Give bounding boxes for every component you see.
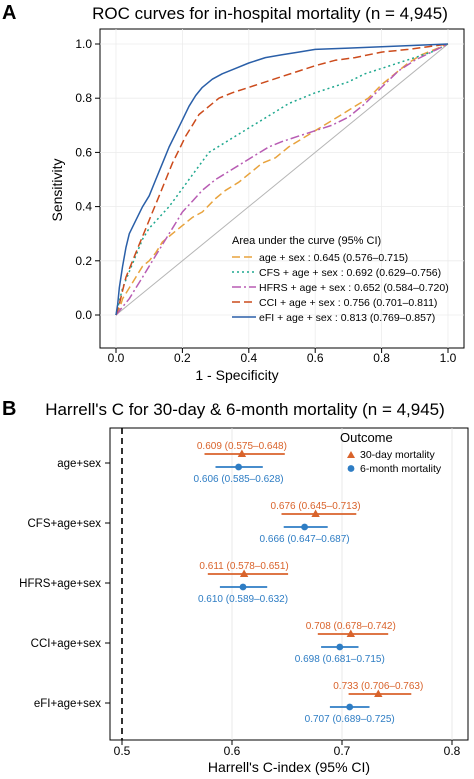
roc-plot-frame [99,28,465,349]
panel-a-label: A [2,2,16,24]
roc-curve-line [115,43,449,316]
roc-title: ROC curves for in-hospital mortality (n … [92,4,448,23]
cindex-point-label: 0.666 (0.647–0.687) [260,534,350,545]
cindex-point-label: 0.698 (0.681–0.715) [295,654,385,665]
cindex-legend-entry: 30-day mortality [360,449,435,461]
roc-curve-line [115,43,449,316]
roc-y-axis-label: Sensitivity [49,158,65,221]
cindex-point-label: 0.707 (0.689–0.725) [305,714,395,725]
roc-legend-entry: age + sex : 0.645 (0.576–0.715) [259,252,408,264]
roc-y-tick-label: 0.8 [75,91,92,105]
roc-y-tick-label: 0.4 [75,200,92,214]
cindex-category-labels: age+sex CFS+age+sex HFRS+age+sex CCI+age+se… [19,458,110,710]
cindex-x-axis-label: Harrell's C-index (95% CI) [208,759,370,775]
cindex-point-label: 0.610 (0.589–0.632) [198,594,288,605]
roc-legend-entry: HFRS + age + sex : 0.652 (0.584–0.720) [259,282,449,294]
roc-y-ticks: 0.0 0.2 0.4 0.6 0.8 1.0 [75,37,100,322]
cindex-point-triangle [311,509,320,517]
cindex-point-label: 0.708 (0.678–0.742) [306,621,396,632]
cindex-x-tick-label: 0.6 [224,744,241,758]
roc-y-tick-label: 0.6 [75,145,92,159]
cindex-estimates: 0.609 (0.575–0.648) 0.676 (0.645–0.713) 0.… [194,441,424,725]
cindex-point-circle [239,583,247,591]
roc-curves [115,43,449,316]
cindex-point-label: 0.609 (0.575–0.648) [197,441,287,452]
roc-x-tick-label: 0.2 [174,351,191,365]
roc-x-tick-label: 0.4 [240,351,257,365]
cindex-point-label: 0.676 (0.645–0.713) [271,501,361,512]
cindex-legend-circle [347,465,355,472]
cindex-point-label: 0.606 (0.585–0.628) [194,474,284,485]
roc-gridlines [100,29,464,348]
cindex-gridlines [231,428,453,740]
cindex-point-circle [346,703,354,711]
cindex-category-label: CCI+age+sex [31,638,102,650]
cindex-point-circle [336,643,344,651]
roc-x-tick-label: 0.6 [307,351,324,365]
roc-x-axis-label: 1 - Specificity [195,367,278,383]
cindex-legend-entry: 6-month mortality [360,463,442,475]
roc-x-tick-label: 1.0 [440,351,457,365]
cindex-x-ticks: 0.5 0.6 0.7 0.8 [114,740,461,758]
cindex-point-triangle [237,449,247,457]
roc-legend-title: Area under the curve (95% CI) [232,235,381,247]
cindex-point-triangle [346,629,355,637]
roc-legend-entry: CFS + age + sex : 0.692 (0.629–0.756) [259,267,441,279]
roc-curve-line [115,43,449,316]
cindex-category-label: HFRS+age+sex [19,578,101,590]
cindex-category-label: eFI+age+sex [34,698,101,710]
cindex-x-tick-label: 0.8 [444,744,461,758]
cindex-plot-frame [109,427,469,741]
cindex-x-tick-label: 0.5 [114,744,131,758]
cindex-point-label: 0.611 (0.578–0.651) [199,561,288,572]
roc-y-tick-label: 0.0 [75,308,92,322]
roc-legend: Area under the curve (95% CI) age + sex … [232,235,449,324]
roc-legend-entry: eFI + age + sex : 0.813 (0.769–0.857) [259,312,435,324]
cindex-x-tick-label: 0.7 [334,744,351,758]
cindex-title: Harrell's C for 30-day & 6-month mortali… [45,400,445,419]
roc-x-ticks: 0.0 0.2 0.4 0.6 0.8 1.0 [108,348,457,365]
roc-x-tick-label: 0.8 [373,351,390,365]
roc-y-tick-label: 1.0 [75,37,92,51]
cindex-legend-triangle [347,451,355,458]
cindex-point-circle [301,523,308,531]
roc-y-tick-label: 0.2 [75,254,92,268]
cindex-point-triangle [239,569,249,577]
panel-b-label: B [2,398,16,420]
cindex-point-triangle [374,689,383,697]
roc-chance-diagonal [115,43,449,316]
cindex-legend-title: Outcome [340,430,393,445]
roc-curve-line [115,43,449,316]
cindex-point-label: 0.733 (0.706–0.763) [333,681,423,692]
roc-x-tick-label: 0.0 [108,351,125,365]
roc-legend-entry: CCI + age + sex : 0.756 (0.701–0.811) [259,297,437,309]
cindex-point-circle [235,463,243,471]
cindex-category-label: age+sex [57,458,101,470]
roc-curve-line [115,43,449,316]
cindex-category-label: CFS+age+sex [27,518,101,530]
cindex-legend: Outcome 30-day mortality 6-month mortalit… [340,430,442,475]
